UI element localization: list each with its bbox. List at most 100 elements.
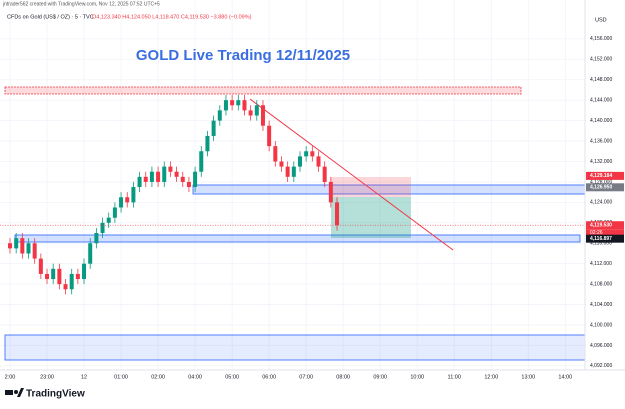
candle-body xyxy=(168,166,173,172)
price-label-bg xyxy=(586,171,624,180)
y-tick-label: 4,092.000 xyxy=(590,363,612,369)
candle-body xyxy=(32,243,37,259)
price-label-bg xyxy=(586,234,624,243)
y-tick-label: 4,132.000 xyxy=(590,159,612,165)
y-tick-label: 4,096.000 xyxy=(590,343,612,349)
candle-body xyxy=(149,171,154,182)
y-tick-label: 4,104.000 xyxy=(590,302,612,308)
trend-line xyxy=(249,98,454,251)
candle-body xyxy=(38,258,43,274)
candle-body xyxy=(248,110,253,116)
y-tick-label: 4,136.000 xyxy=(590,138,612,144)
candle-body xyxy=(242,100,247,111)
stop-box xyxy=(331,177,411,197)
candle-body xyxy=(125,197,130,203)
candle-body xyxy=(143,176,148,182)
symbol: CFDs on Gold (US$ / OZ) · 5 · TVC xyxy=(7,14,94,20)
x-tick-label: 14:00 xyxy=(558,374,572,380)
x-tick-label: 2:00 xyxy=(5,374,16,380)
candle-body xyxy=(230,100,235,106)
candle-body xyxy=(174,171,179,177)
candle-body xyxy=(137,176,142,188)
y-tick-label: 4,148.000 xyxy=(590,77,612,83)
candle-body xyxy=(285,166,290,177)
candle-body xyxy=(45,273,50,280)
candle-body xyxy=(297,156,302,167)
price-label-bg xyxy=(586,183,624,192)
x-tick-label: 08:00 xyxy=(336,374,350,380)
y-tick-label: 4,124.000 xyxy=(590,200,612,206)
candle-body xyxy=(316,156,321,167)
candle-body xyxy=(193,171,198,188)
attribution: jntrader562 created with TradingView.com… xyxy=(2,1,160,7)
countdown: 02:26 xyxy=(590,230,603,236)
candle-body xyxy=(100,222,105,234)
x-tick-label: 13:00 xyxy=(521,374,535,380)
candle-body xyxy=(8,243,12,249)
candle-body xyxy=(254,105,259,116)
candle-body xyxy=(322,166,327,182)
candle-body xyxy=(304,151,309,157)
logo-mark xyxy=(17,388,24,397)
price-label: 4,119.530 xyxy=(590,223,612,229)
candle-body xyxy=(335,202,340,226)
ohlc-text: O4,123.340 H4,124.050 L4,118.470 C4,119.… xyxy=(92,14,252,20)
candle-body xyxy=(205,135,210,152)
candle-body xyxy=(20,238,25,254)
candle-body xyxy=(260,105,265,126)
candle-body xyxy=(199,151,204,172)
y-tick-label: 4,116.000 xyxy=(590,241,612,247)
candle-body xyxy=(75,273,80,280)
x-tick-label: 10:00 xyxy=(410,374,424,380)
candle-body xyxy=(273,146,278,162)
x-tick-label: 11:00 xyxy=(448,374,461,380)
demand-zone xyxy=(4,334,586,361)
support-zone xyxy=(14,234,581,243)
logo-mark xyxy=(5,390,13,395)
candle-body xyxy=(26,243,31,254)
candle-body xyxy=(69,273,74,290)
candle-body xyxy=(279,161,284,167)
candle-body xyxy=(106,217,111,223)
price-label-bg xyxy=(586,221,624,230)
x-tick-label: 04:00 xyxy=(188,374,202,380)
x-tick-label: 12 xyxy=(81,374,87,380)
candle-body xyxy=(82,263,87,280)
currency: USD xyxy=(595,17,607,23)
countdown-bg xyxy=(586,229,624,237)
candle-body xyxy=(63,284,68,290)
candle-body xyxy=(131,187,136,203)
candles xyxy=(0,95,585,295)
candle-body xyxy=(162,166,167,182)
price-label: 4,116.897 xyxy=(590,236,612,242)
y-tick-label: 4,140.000 xyxy=(590,118,612,124)
y-tick-label: 4,112.000 xyxy=(590,261,612,267)
candle-body xyxy=(88,243,93,264)
candle-body xyxy=(310,151,315,157)
resistance-zone xyxy=(4,86,522,95)
x-tick-label: 02:00 xyxy=(151,374,165,380)
brand-logo xyxy=(5,388,24,397)
y-tick-label: 4,152.000 xyxy=(590,57,612,63)
x-tick-label: 06:00 xyxy=(262,374,276,380)
x-tick-label: 07:00 xyxy=(299,374,313,380)
candle-body xyxy=(217,110,222,121)
y-tick-label: 4,144.000 xyxy=(590,97,612,103)
y-tick-label: 4,128.000 xyxy=(590,179,612,185)
price-label: 4,129.184 xyxy=(590,173,612,179)
candle-body xyxy=(236,100,241,106)
chart-title: GOLD Live Trading 12/11/2025 xyxy=(136,47,350,64)
x-tick-label: 09:00 xyxy=(373,374,387,380)
candle-body xyxy=(156,171,161,182)
target-box xyxy=(331,197,411,238)
logo-mark xyxy=(14,390,18,394)
candle-body xyxy=(211,120,216,136)
y-tick-label: 4,108.000 xyxy=(590,281,612,287)
price-label: 4,126.950 xyxy=(590,185,612,191)
candle-body xyxy=(267,125,272,147)
x-tick-label: 23:00 xyxy=(40,374,54,380)
candle-body xyxy=(112,207,117,218)
candle-body xyxy=(291,166,296,177)
axis: 4,092.000 4,096.000 4,100.000 4,104.000 4,10… xyxy=(5,36,624,380)
